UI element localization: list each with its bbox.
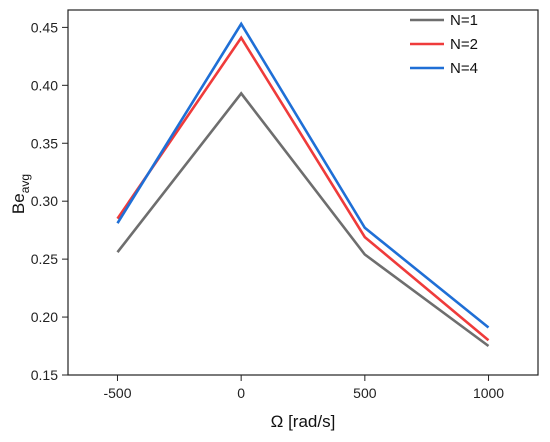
y-tick-label: 0.15 [31, 367, 58, 383]
x-tick-label: 1000 [473, 385, 504, 401]
legend-label: N=2 [450, 36, 478, 53]
x-axis-title: Ω [rad/s] [271, 412, 336, 431]
legend-label: N=4 [450, 60, 478, 77]
series-lines [116, 21, 490, 348]
x-tick-label: 500 [353, 385, 377, 401]
x-tick-label: 0 [237, 385, 245, 401]
plot-frame [67, 9, 539, 376]
x-tick-label: -500 [103, 385, 131, 401]
series-line-n4 [116, 21, 490, 329]
series-line-n2 [116, 35, 490, 342]
y-tick-label: 0.40 [31, 77, 58, 93]
y-tick-label: 0.20 [31, 309, 58, 325]
y-tick-label: 0.25 [31, 251, 58, 267]
y-axis-title: Beavg [9, 174, 32, 214]
legend: N=1 N=2 N=4 [410, 12, 478, 77]
x-axis: -500 0 500 1000 [103, 375, 504, 401]
series-line-n1 [116, 91, 490, 348]
y-tick-label: 0.30 [31, 193, 58, 209]
y-axis-title-main: Be [9, 193, 28, 214]
y-tick-label: 0.45 [31, 19, 58, 35]
legend-label: N=1 [450, 12, 478, 29]
y-tick-label: 0.35 [31, 135, 58, 151]
y-axis-title-sub: avg [18, 174, 32, 193]
y-axis: 0.15 0.20 0.25 0.30 0.35 0.40 0.45 [31, 19, 68, 383]
